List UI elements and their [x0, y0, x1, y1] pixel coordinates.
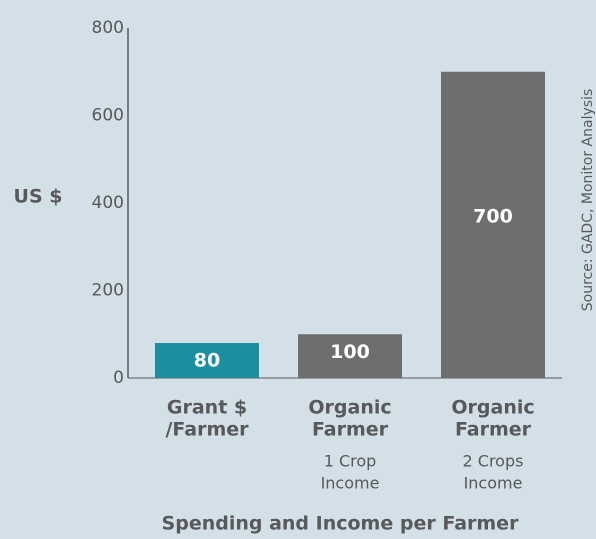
- x-axis-label: Spending and Income per Farmer: [162, 513, 520, 535]
- data-label: 700: [473, 205, 513, 227]
- x-tick-note: Income: [321, 474, 380, 493]
- bar: [155, 343, 259, 378]
- y-tick-label: 200: [92, 281, 124, 301]
- y-tick-label: 400: [92, 193, 124, 213]
- data-label: 100: [330, 341, 370, 363]
- x-tick-label: Grant $: [167, 397, 247, 419]
- y-tick-label: 0: [113, 368, 124, 388]
- source-note: Source: GADC, Monitor Analysis: [580, 89, 596, 311]
- x-tick-label: Farmer: [455, 419, 532, 441]
- y-tick-label: 600: [92, 106, 124, 126]
- y-tick-label: 800: [92, 18, 124, 38]
- bar: [441, 71, 545, 378]
- x-tick-note: 1 Crop: [324, 452, 377, 471]
- x-tick-label: Farmer: [312, 419, 389, 441]
- x-tick-note: Income: [464, 474, 523, 493]
- x-tick-label: Organic: [451, 397, 534, 419]
- bar: [298, 334, 402, 378]
- x-tick-label: /Farmer: [165, 419, 249, 441]
- data-label: 80: [194, 350, 220, 372]
- x-tick-label: Organic: [308, 397, 391, 419]
- x-tick-note: 2 Crops: [463, 452, 524, 471]
- y-axis-label: US $: [14, 186, 63, 208]
